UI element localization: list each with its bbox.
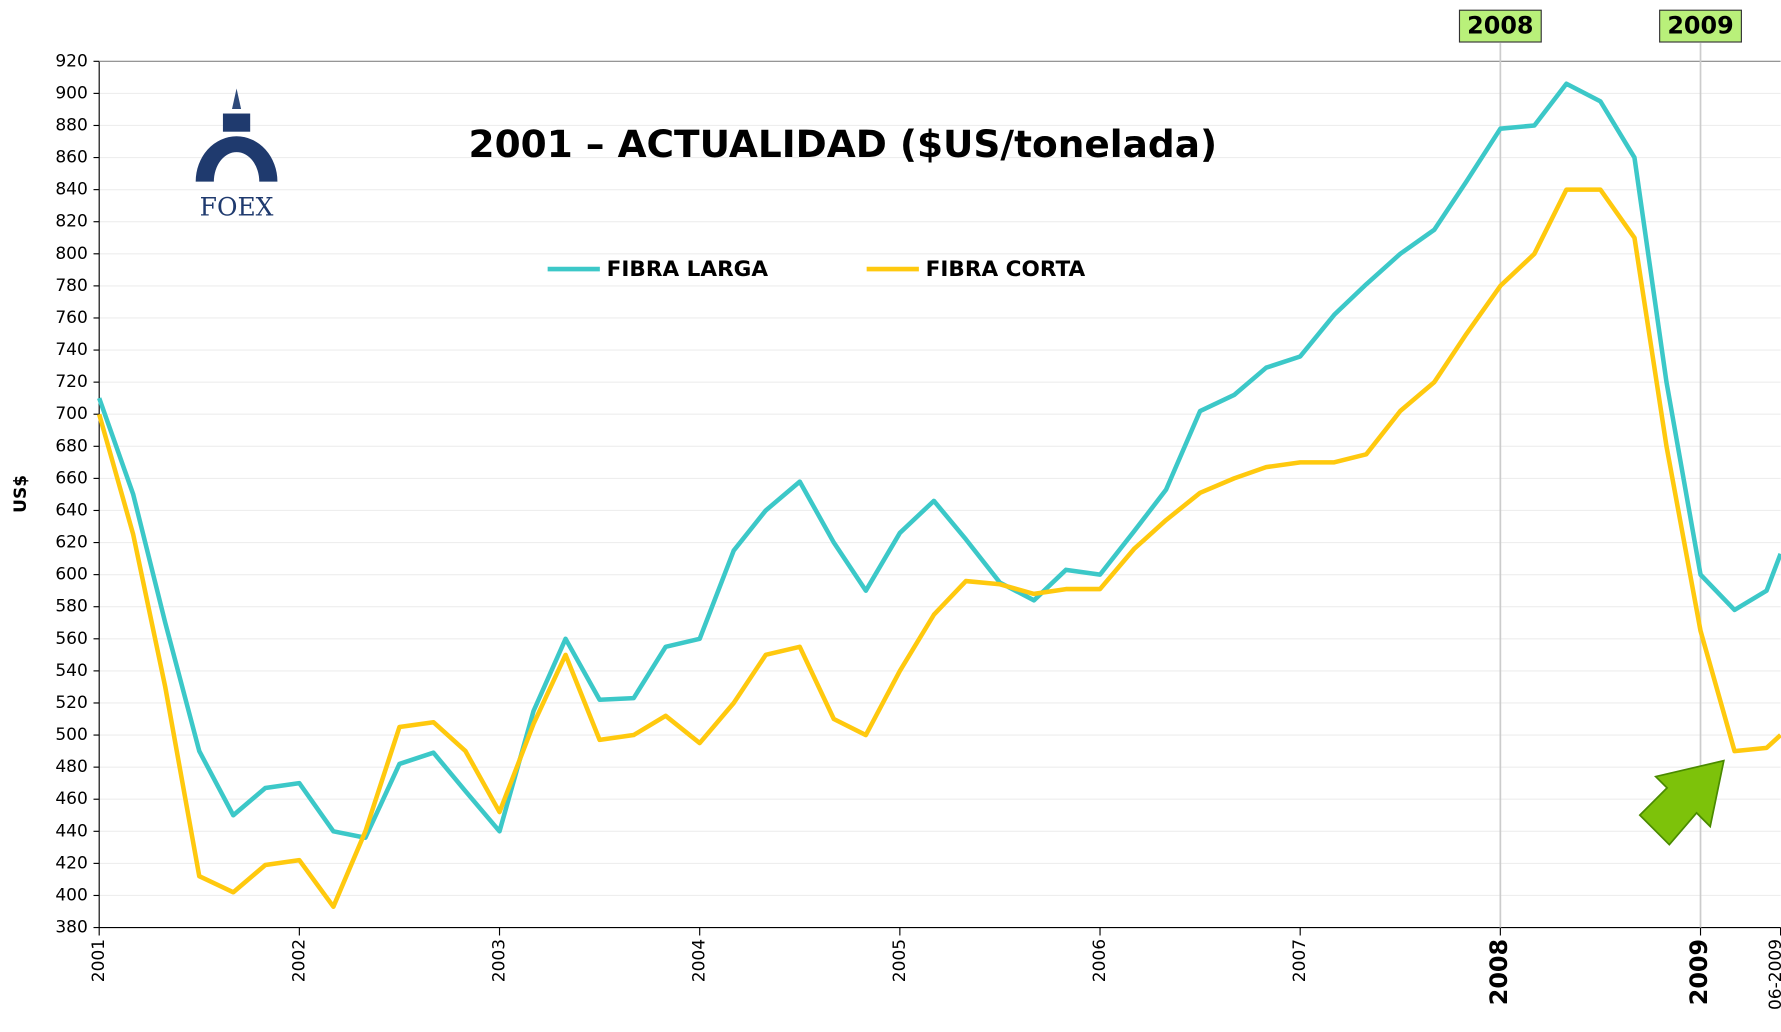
x-tick-label: 2009 (1685, 939, 1713, 1005)
legend-label: FIBRA CORTA (926, 257, 1086, 282)
y-tick-label: 540 (55, 661, 87, 681)
annotation-box (1458, 9, 1542, 43)
x-tick-label: 2005 (890, 939, 910, 982)
y-tick-label: 900 (55, 83, 87, 103)
y-tick-label: 720 (55, 372, 87, 392)
annotation: 2009 (1667, 12, 1733, 40)
y-tick-label: 620 (55, 533, 87, 553)
x-tick-label: 06-2009 (1766, 939, 1781, 1010)
y-tick-label: 680 (55, 436, 87, 456)
y-tick-label: 760 (55, 308, 87, 328)
y-tick-label: 660 (55, 468, 87, 488)
legend-label: FIBRA LARGA (607, 257, 769, 282)
y-tick-label: 560 (55, 629, 87, 649)
y-tick-label: 480 (55, 757, 87, 777)
chart-title: 2001 – ACTUALIDAD ($US/tonelada) (469, 122, 1218, 166)
annotation-box (1659, 9, 1742, 43)
y-tick-label: 880 (55, 115, 87, 135)
line-series (97, 187, 1781, 909)
x-tick-label: 2007 (1290, 939, 1310, 982)
y-tick-label: 580 (55, 597, 87, 617)
y-tick-label: 400 (55, 885, 87, 905)
arrow (1638, 759, 1725, 846)
y-tick-label: 920 (55, 51, 87, 71)
y-tick-label: 440 (55, 821, 87, 841)
y-tick-label: 820 (55, 212, 87, 232)
x-tick-label: 2002 (289, 939, 309, 982)
y-tick-label: 800 (55, 244, 87, 264)
line-series (97, 81, 1781, 840)
x-tick-label: 2008 (1485, 939, 1513, 1005)
y-tick-label: 740 (55, 340, 87, 360)
y-tick-label: 600 (55, 565, 87, 585)
logo-text: FOEX (200, 192, 274, 221)
x-tick-label: 2006 (1090, 939, 1110, 982)
x-tick-label: 2004 (690, 939, 710, 982)
y-tick-label: 520 (55, 693, 87, 713)
x-tick-label: 2003 (490, 939, 510, 982)
y-tick-label: 460 (55, 789, 87, 809)
y-tick-label: 420 (55, 853, 87, 873)
y-tick-label: 500 (55, 725, 87, 745)
x-tick-label: 2001 (89, 939, 109, 982)
y-tick-label: 380 (55, 918, 87, 938)
y-tick-label: 700 (55, 404, 87, 424)
y-tick-label: 780 (55, 276, 87, 296)
y-tick-label: 840 (55, 180, 87, 200)
y-tick-label: 640 (55, 500, 87, 520)
y-tick-label: 860 (55, 148, 87, 168)
annotation: 2008 (1467, 12, 1533, 40)
y-axis-label: US$ (11, 475, 31, 513)
logo: FOEX (195, 88, 278, 221)
